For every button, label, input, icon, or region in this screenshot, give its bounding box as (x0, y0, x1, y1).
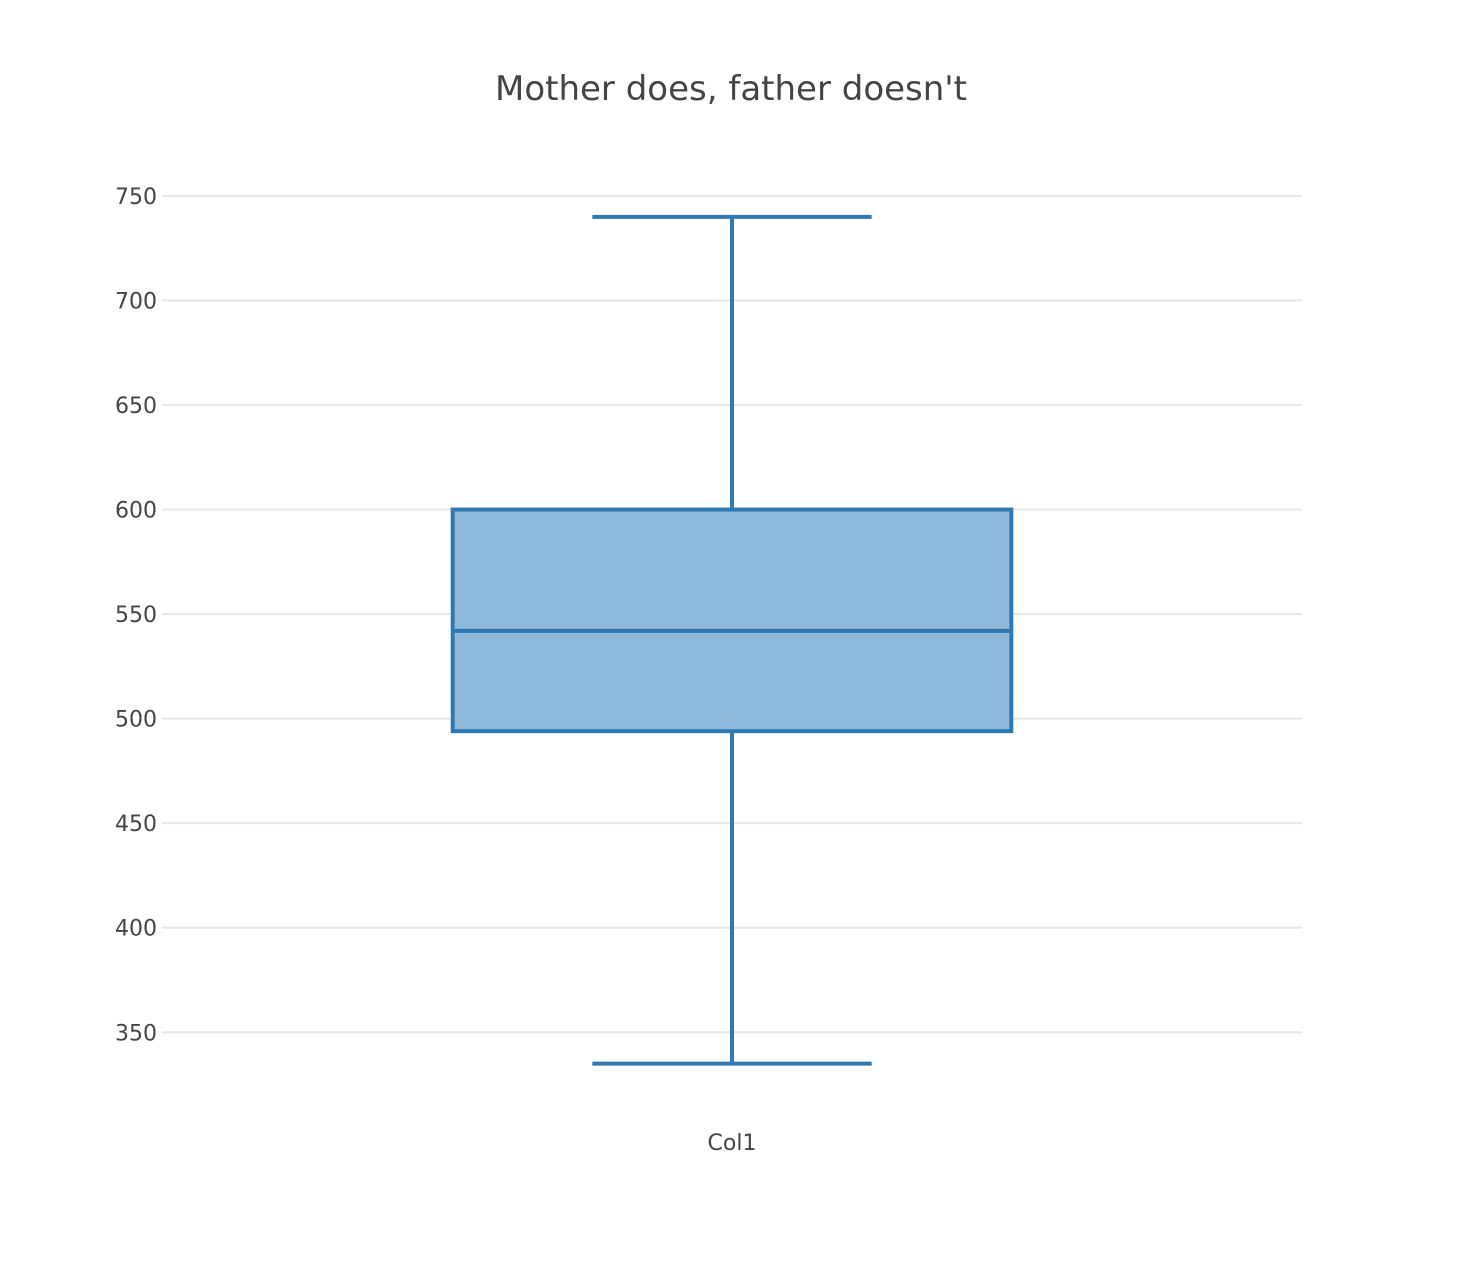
x-axis-ticks: Col1 (708, 1131, 757, 1156)
y-tick-label: 400 (115, 917, 157, 942)
box-series (450, 214, 1014, 1066)
box-Col1 (450, 214, 1014, 1066)
x-tick-label: Col1 (708, 1131, 757, 1156)
y-tick-label: 350 (115, 1021, 157, 1046)
y-tick-label: 750 (115, 185, 157, 210)
iqr-box (450, 507, 1014, 734)
y-tick-label: 500 (115, 708, 157, 733)
y-axis-ticks: 350 400 450 500 550 600 650 700 750 (115, 185, 157, 1046)
y-tick-label: 700 (115, 289, 157, 314)
y-tick-label: 550 (115, 603, 157, 628)
y-tick-label: 600 (115, 499, 157, 524)
chart-title: Mother does, father doesn't (495, 69, 967, 109)
y-tick-label: 450 (115, 812, 157, 837)
y-tick-label: 650 (115, 394, 157, 419)
